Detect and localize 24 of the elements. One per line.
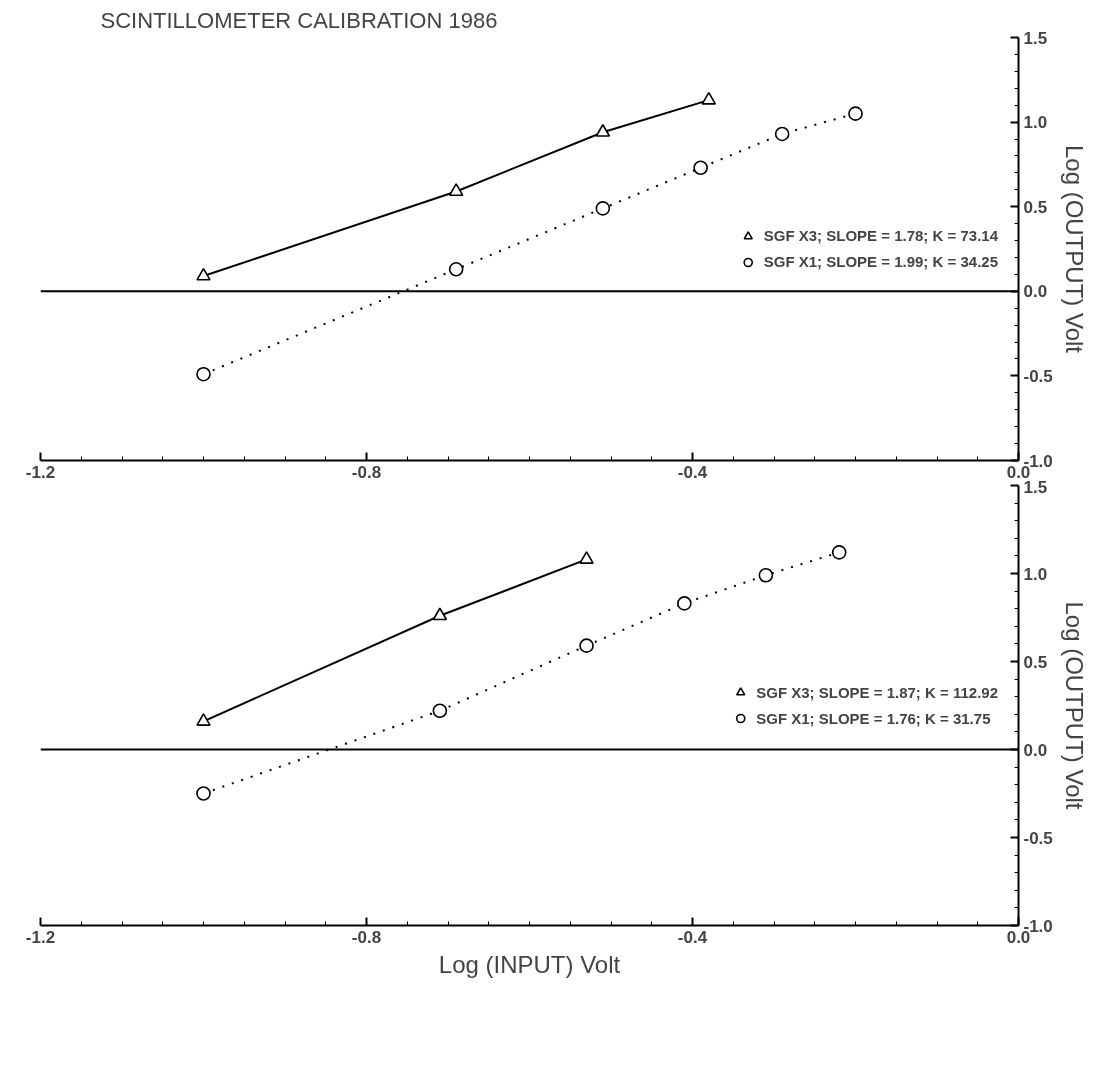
y-tick-label: 1.0 (1023, 113, 1048, 133)
chart-title: SCINTILLOMETER CALIBRATION 1986 (100, 7, 498, 33)
y-axis-title: Log (OUTPUT) Volt (1060, 144, 1088, 354)
x-axis-title: Log (INPUT) Volt (438, 950, 621, 978)
y-tick-label: 1.5 (1023, 28, 1048, 48)
x-tick-label: -1.2 (25, 927, 56, 947)
y-tick-label: 1.5 (1023, 477, 1048, 497)
y-axis-title: Log (OUTPUT) Volt (1060, 601, 1088, 810)
x-tick-label: -0.8 (351, 462, 382, 482)
y-tick-label: 0.5 (1023, 652, 1048, 672)
x-tick-label: -0.4 (677, 462, 708, 482)
x-tick-label: -0.4 (677, 927, 708, 947)
legend-label: SGF X3; SLOPE = 1.87; K = 112.92 (756, 683, 998, 701)
y-tick-label: 0.5 (1023, 197, 1048, 217)
legend-label: SGF X3; SLOPE = 1.78; K = 73.14 (763, 227, 998, 244)
x-tick-label: -0.8 (351, 927, 382, 947)
y-tick-label: 0.0 (1023, 282, 1048, 302)
legend-label: SGF X1; SLOPE = 1.76; K = 31.75 (756, 709, 991, 727)
y-tick-label: 1.0 (1023, 564, 1048, 584)
y-tick-label: -0.5 (1023, 828, 1053, 848)
x-tick-label: -1.2 (25, 462, 56, 482)
y-tick-label: 0.0 (1023, 740, 1048, 760)
y-tick-label: -0.5 (1023, 366, 1053, 386)
legend-label: SGF X1; SLOPE = 1.99; K = 34.25 (763, 253, 998, 270)
